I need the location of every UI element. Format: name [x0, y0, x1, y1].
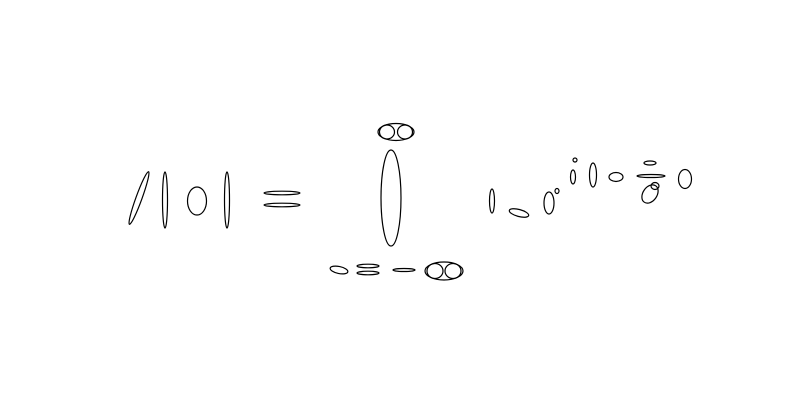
right-tiny-oval: [650, 181, 660, 191]
small-slanted-oval: [329, 265, 349, 275]
double-bar-bottom: [356, 270, 380, 276]
double-bar-top: [356, 263, 380, 269]
bottom-pill: [424, 261, 464, 281]
right-oval-medium: [543, 191, 555, 215]
center-glyph-column: [377, 122, 415, 247]
right-glyph-group: [488, 157, 693, 218]
top-pill-inner-left: [378, 124, 396, 140]
right-dash-top: [643, 160, 657, 166]
equals-bar-top: [263, 190, 301, 196]
right-vertical-short: [488, 188, 496, 214]
right-tiny-dot: [554, 187, 560, 195]
equals-glyph: [263, 190, 301, 208]
bottom-glyph-row: [329, 261, 464, 281]
equals-bar-bottom: [263, 202, 301, 208]
right-vertical-medium: [588, 162, 598, 188]
top-pill: [377, 122, 415, 142]
right-tilted-lower: [641, 184, 659, 204]
vertical-ellipse-right: [223, 171, 231, 229]
right-small-oval: [608, 171, 624, 183]
vertical-ellipse-left: [161, 171, 169, 229]
right-end-oval: [677, 168, 693, 190]
glyph-strokes: [128, 122, 693, 281]
right-dot-top: [572, 157, 578, 163]
tall-center-ellipse: [380, 149, 402, 247]
top-pill-inner-right: [396, 124, 414, 140]
left-glyph-group: [128, 171, 231, 229]
right-small-vertical: [569, 169, 577, 185]
bottom-pill-inner-left: [426, 262, 444, 280]
single-dash: [392, 267, 416, 273]
bottom-pill-inner-right: [444, 262, 462, 280]
right-fraction-bar: [636, 173, 666, 179]
right-tilted-oval: [508, 208, 530, 218]
slanted-ellipse-left: [128, 171, 150, 225]
oval-left: [186, 186, 208, 216]
